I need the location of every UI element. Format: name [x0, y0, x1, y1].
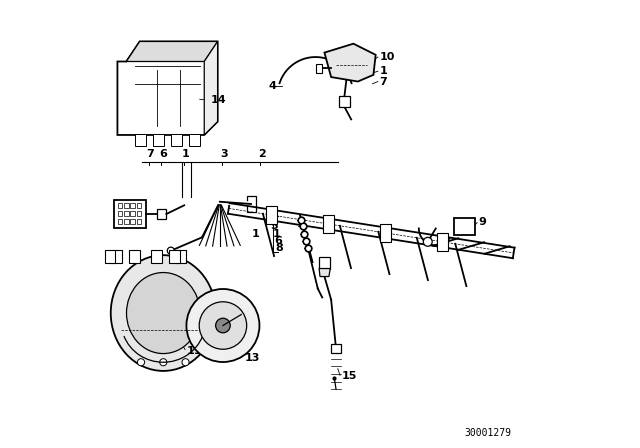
Circle shape: [138, 359, 145, 366]
Bar: [380, 224, 391, 242]
Circle shape: [167, 247, 175, 254]
Bar: [153, 134, 164, 146]
Text: 2: 2: [258, 149, 266, 159]
Text: 13: 13: [244, 353, 260, 363]
Bar: [331, 344, 341, 353]
Polygon shape: [324, 44, 376, 82]
Bar: [246, 196, 257, 212]
Circle shape: [182, 359, 189, 366]
Ellipse shape: [127, 272, 200, 353]
Text: 10: 10: [380, 52, 395, 62]
Bar: [319, 258, 330, 268]
Bar: [266, 206, 277, 224]
Circle shape: [186, 289, 259, 362]
Text: 4: 4: [269, 215, 276, 224]
Polygon shape: [204, 42, 218, 135]
Bar: [124, 219, 129, 224]
Bar: [131, 219, 135, 224]
Bar: [171, 134, 182, 146]
Bar: [157, 209, 166, 220]
Text: 8: 8: [276, 243, 284, 254]
Circle shape: [199, 302, 246, 349]
Bar: [118, 202, 122, 208]
Text: 6: 6: [159, 149, 166, 159]
Text: 7: 7: [380, 77, 387, 86]
Bar: [118, 211, 122, 216]
Bar: [124, 211, 129, 216]
Bar: [323, 215, 334, 233]
Bar: [159, 258, 170, 266]
Bar: [135, 134, 147, 146]
Polygon shape: [126, 42, 218, 61]
Bar: [316, 64, 322, 73]
Text: 1: 1: [272, 229, 280, 239]
Bar: [189, 134, 200, 146]
Polygon shape: [117, 42, 218, 135]
Circle shape: [160, 359, 167, 366]
Text: 1: 1: [380, 66, 387, 76]
Bar: [129, 250, 140, 263]
Bar: [111, 250, 122, 263]
Text: 1: 1: [182, 149, 189, 159]
Bar: [339, 96, 350, 107]
Text: 6: 6: [274, 236, 282, 246]
Text: 30001279: 30001279: [465, 428, 511, 438]
Ellipse shape: [111, 255, 216, 371]
Bar: [136, 211, 141, 216]
Bar: [131, 202, 135, 208]
Text: 1: 1: [252, 229, 260, 239]
Circle shape: [423, 237, 432, 246]
Text: 7: 7: [147, 149, 154, 159]
Bar: [437, 233, 448, 251]
Bar: [151, 250, 162, 263]
Text: 14: 14: [211, 95, 227, 105]
Text: 4: 4: [269, 81, 276, 91]
Text: 5: 5: [271, 221, 278, 231]
Bar: [454, 218, 475, 235]
Circle shape: [216, 318, 230, 333]
Bar: [176, 250, 186, 263]
Bar: [115, 199, 147, 228]
Bar: [136, 219, 141, 224]
Polygon shape: [319, 268, 330, 276]
Text: 11: 11: [186, 346, 202, 356]
Bar: [136, 202, 141, 208]
Bar: [118, 219, 122, 224]
Text: 12: 12: [217, 329, 232, 340]
Bar: [104, 250, 115, 263]
Text: 3: 3: [220, 149, 227, 159]
Bar: [169, 250, 180, 263]
Text: 9: 9: [478, 217, 486, 227]
Text: 15: 15: [341, 371, 356, 381]
Bar: [131, 211, 135, 216]
Bar: [124, 202, 129, 208]
